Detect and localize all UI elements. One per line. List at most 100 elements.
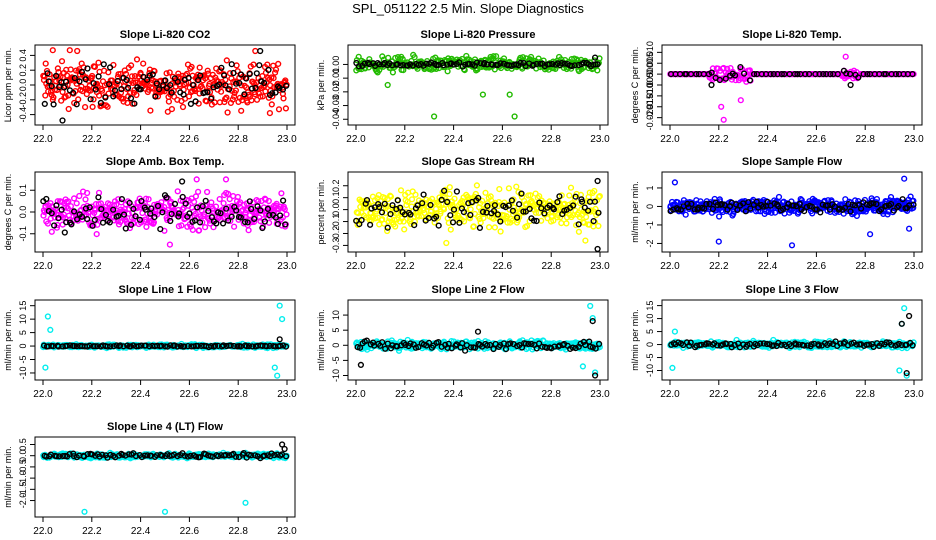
data-point	[189, 226, 196, 234]
data-point	[164, 108, 171, 115]
data-point	[210, 84, 217, 91]
panel-title: Slope Sample Flow	[742, 156, 843, 168]
data-point	[233, 207, 240, 214]
data-point	[505, 202, 512, 209]
data-point	[522, 340, 529, 347]
data-point	[44, 70, 51, 77]
data-point	[505, 185, 513, 192]
data-point	[127, 343, 134, 350]
data-point	[428, 208, 435, 215]
data-point	[78, 213, 86, 220]
data-point	[470, 223, 477, 230]
x-tick-label: 23.0	[904, 261, 924, 272]
data-point	[99, 451, 106, 458]
data-point	[476, 224, 484, 232]
outlier-point	[582, 237, 589, 244]
data-point	[770, 342, 777, 349]
data-point	[718, 201, 725, 208]
data-point	[714, 342, 721, 349]
y-tick-label: 0.00	[331, 56, 341, 74]
data-point	[815, 342, 823, 349]
data-point	[185, 74, 192, 82]
y-tick-label: 0.2	[18, 64, 28, 77]
data-point	[154, 202, 162, 210]
plot-frame	[661, 299, 923, 381]
x-tick-label: 22.8	[228, 261, 248, 272]
data-point	[81, 103, 89, 111]
data-point	[58, 206, 65, 213]
y-tick-label: 10	[645, 314, 655, 324]
data-point	[65, 105, 72, 113]
data-point	[246, 70, 253, 78]
data-point	[73, 216, 81, 223]
y-tick-label: 0.000	[645, 63, 655, 86]
data-point	[137, 86, 144, 93]
y-tick-label: -10	[331, 369, 341, 382]
outlier-point	[49, 47, 56, 54]
page-title: SPL_051122 2.5 Min. Slope Diagnostics	[352, 1, 584, 16]
x-tick-label: 22.4	[131, 134, 151, 145]
y-tick-label: -0.015	[645, 94, 655, 120]
data-point	[179, 193, 186, 201]
data-point	[220, 220, 227, 227]
outlier-point	[905, 225, 913, 232]
data-point	[174, 78, 181, 85]
x-tick-label: 22.8	[541, 261, 561, 272]
data-point	[92, 86, 99, 93]
data-point	[174, 188, 181, 195]
data-point	[94, 343, 101, 350]
data-point	[218, 88, 225, 95]
data-point	[216, 196, 223, 203]
data-point	[106, 64, 114, 71]
data-point	[199, 203, 206, 210]
data-point	[248, 205, 255, 213]
data-point	[734, 206, 741, 214]
data-point	[358, 217, 365, 224]
data-point	[389, 202, 396, 209]
data-point	[70, 195, 78, 202]
panel-title: Slope Line 4 (LT) Flow	[107, 421, 223, 433]
x-tick-label: 22.6	[180, 134, 200, 145]
data-point	[750, 70, 758, 78]
data-point	[709, 205, 717, 213]
data-point	[591, 198, 599, 205]
data-point	[256, 62, 263, 69]
outlier-point	[242, 499, 249, 506]
data-point	[438, 196, 445, 204]
data-point	[753, 198, 760, 205]
data-point	[763, 340, 771, 348]
data-point	[208, 95, 215, 102]
series-selected	[667, 63, 916, 89]
x-tick-label: 22.2	[82, 261, 102, 272]
data-point	[473, 182, 481, 189]
data-point	[55, 215, 62, 222]
data-point	[407, 340, 414, 347]
y-tick-label: 5	[18, 330, 28, 335]
y-tick-label: -0.3	[331, 238, 341, 254]
data-point	[196, 90, 203, 97]
y-tick-label: -2	[645, 239, 655, 247]
data-point	[270, 62, 277, 69]
data-point	[95, 194, 102, 201]
data-point	[171, 200, 179, 208]
x-tick-label: 22.8	[228, 134, 248, 145]
data-point	[230, 193, 237, 200]
y-tick-label: -0.02	[331, 82, 341, 103]
data-point	[550, 206, 558, 213]
data-point	[525, 340, 532, 348]
outlier-point	[589, 315, 596, 322]
data-point	[277, 212, 284, 219]
data-point	[594, 67, 601, 74]
data-point	[147, 107, 154, 114]
data-point	[104, 103, 111, 110]
x-tick-label: 22.2	[709, 261, 729, 272]
data-point	[575, 221, 582, 228]
data-point	[104, 343, 111, 350]
data-point	[257, 93, 264, 100]
data-point	[486, 224, 493, 231]
x-tick-label: 22.2	[82, 526, 102, 537]
data-point	[249, 78, 256, 86]
data-point	[475, 194, 482, 202]
data-point	[194, 204, 201, 211]
